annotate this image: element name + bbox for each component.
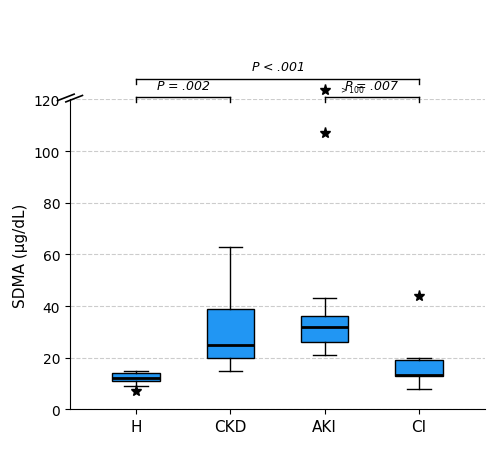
Text: $P$ = .007: $P$ = .007 bbox=[344, 79, 400, 92]
PathPatch shape bbox=[207, 309, 254, 358]
PathPatch shape bbox=[301, 317, 348, 343]
Y-axis label: SDMA (μg/dL): SDMA (μg/dL) bbox=[14, 203, 28, 307]
Text: $_{>100}$: $_{>100}$ bbox=[339, 85, 365, 97]
Text: $P$ = .002: $P$ = .002 bbox=[156, 79, 210, 92]
Text: $P$ < .001: $P$ < .001 bbox=[250, 61, 304, 74]
PathPatch shape bbox=[396, 360, 442, 376]
PathPatch shape bbox=[112, 374, 160, 381]
